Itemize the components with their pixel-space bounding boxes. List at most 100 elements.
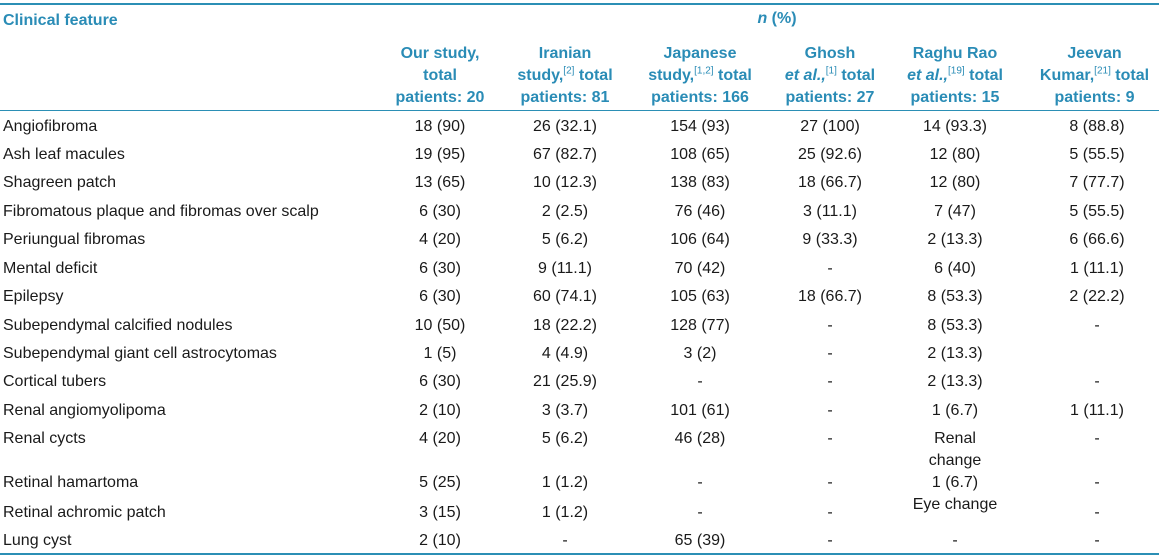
table-cell: 18 (22.2) bbox=[532, 317, 598, 334]
table-cell: 2 (22.2) bbox=[1069, 288, 1125, 305]
table-cell: 18 (90) bbox=[414, 118, 466, 135]
column-header-iranian: Iranian study,[2] total patients: 81 bbox=[517, 45, 613, 106]
row-feature-label: Periungual fibromas bbox=[3, 231, 146, 248]
top-rule bbox=[0, 3, 1159, 5]
table-cell: 25 (92.6) bbox=[797, 146, 863, 163]
column-header-japanese: Japanese study,[1,2] total patients: 166 bbox=[648, 45, 752, 106]
bottom-rule bbox=[0, 553, 1159, 555]
table-cell: 27 (100) bbox=[800, 118, 860, 135]
table-cell: 2 (10) bbox=[419, 532, 461, 549]
column-header-ghosh: Ghosh et al.,[1] total patients: 27 bbox=[784, 45, 876, 106]
table-cell: Renal bbox=[934, 430, 976, 447]
table-cell: - bbox=[827, 504, 833, 521]
table-cell: 4 (20) bbox=[419, 231, 461, 248]
row-feature-label: Retinal achromic patch bbox=[3, 504, 166, 521]
table-cell: - bbox=[827, 402, 833, 419]
table-cell: 19 (95) bbox=[414, 146, 466, 163]
table-cell: 4 (20) bbox=[419, 430, 461, 447]
table-cell: 5 (6.2) bbox=[541, 231, 589, 248]
table-cell: 7 (47) bbox=[934, 203, 976, 220]
table-cell: 6 (66.6) bbox=[1069, 231, 1125, 248]
table-cell: 8 (53.3) bbox=[927, 288, 983, 305]
table-cell: 106 (64) bbox=[670, 231, 730, 248]
table-cell: 26 (32.1) bbox=[532, 118, 598, 135]
table-cell: 12 (80) bbox=[929, 146, 981, 163]
column-header-our-study: Our study, total patients: 20 bbox=[395, 45, 485, 106]
row-feature-label: Renal angiomyolipoma bbox=[3, 402, 166, 419]
table-cell: 1 (11.1) bbox=[1070, 402, 1124, 419]
table-cell: 1 (11.1) bbox=[1070, 260, 1124, 277]
row-feature-label: Subependymal calcified nodules bbox=[3, 317, 233, 334]
row-feature-label: Ash leaf macules bbox=[3, 146, 125, 163]
table-cell: 5 (25) bbox=[419, 474, 461, 491]
table-cell: 8 (53.3) bbox=[927, 317, 983, 334]
table-cell: - bbox=[697, 373, 703, 390]
table-cell: 1 (5) bbox=[423, 345, 457, 362]
table-cell: 3 (15) bbox=[419, 504, 461, 521]
table-cell: 2 (10) bbox=[419, 402, 461, 419]
table-cell: 1 (1.2) bbox=[541, 504, 589, 521]
table-cell: 128 (77) bbox=[670, 317, 730, 334]
table-cell: 154 (93) bbox=[670, 118, 730, 135]
table-cell: - bbox=[1094, 532, 1100, 549]
table-cell: 12 (80) bbox=[929, 174, 981, 191]
table-cell: - bbox=[827, 345, 833, 362]
row-feature-label: Renal cycts bbox=[3, 430, 86, 447]
table-cell: 5 (6.2) bbox=[541, 430, 589, 447]
table-cell: 3 (11.1) bbox=[803, 203, 857, 220]
table-cell: 4 (4.9) bbox=[541, 345, 589, 362]
table-cell: - bbox=[1094, 474, 1100, 491]
table-cell: - bbox=[697, 474, 703, 491]
table-cell: 6 (30) bbox=[419, 203, 461, 220]
table-cell: 67 (82.7) bbox=[532, 146, 598, 163]
table-cell: 18 (66.7) bbox=[797, 174, 863, 191]
table-cell: - bbox=[562, 532, 568, 549]
table-cell: 3 (3.7) bbox=[541, 402, 589, 419]
table-cell: 5 (55.5) bbox=[1069, 203, 1125, 220]
table-cell: 6 (40) bbox=[934, 260, 976, 277]
table-cell: - bbox=[697, 504, 703, 521]
row-feature-label: Subependymal giant cell astrocytomas bbox=[3, 345, 277, 362]
row-feature-label: Shagreen patch bbox=[3, 174, 116, 191]
table-cell: Eye change bbox=[912, 496, 998, 513]
table-cell: 1 (1.2) bbox=[541, 474, 589, 491]
table-cell: - bbox=[827, 532, 833, 549]
column-header-raghu-rao: Raghu Rao et al.,[19] total patients: 15 bbox=[907, 45, 1003, 106]
table-cell: 138 (83) bbox=[670, 174, 730, 191]
table-cell: 70 (42) bbox=[674, 260, 726, 277]
table-cell: 2 (13.3) bbox=[927, 345, 983, 362]
table-cell: - bbox=[952, 532, 958, 549]
table-cell: 2 (2.5) bbox=[541, 203, 589, 220]
table-cell: - bbox=[827, 430, 833, 447]
column-header-jeevan-kumar: Jeevan Kumar,[21] total patients: 9 bbox=[1039, 45, 1150, 106]
row-feature-label: Epilepsy bbox=[3, 288, 64, 305]
table-cell: 13 (65) bbox=[414, 174, 466, 191]
table-cell: 101 (61) bbox=[670, 402, 730, 419]
table-cell: 21 (25.9) bbox=[532, 373, 598, 390]
table-cell: - bbox=[1094, 373, 1100, 390]
table-cell: 6 (30) bbox=[419, 288, 461, 305]
table-cell: - bbox=[1094, 504, 1100, 521]
table-cell: 1 (6.7) bbox=[931, 402, 979, 419]
table-cell: 10 (12.3) bbox=[532, 174, 598, 191]
table-cell: 108 (65) bbox=[670, 146, 730, 163]
table-cell: - bbox=[1094, 430, 1100, 447]
table-cell: - bbox=[827, 260, 833, 277]
row-feature-label: Lung cyst bbox=[3, 532, 72, 549]
table-cell: 2 (13.3) bbox=[927, 373, 983, 390]
row-feature-label: Mental deficit bbox=[3, 260, 98, 277]
table-cell: 3 (2) bbox=[683, 345, 717, 362]
header-rule bbox=[0, 110, 1159, 111]
table-cell: 6 (30) bbox=[419, 373, 461, 390]
table-cell: 2 (13.3) bbox=[927, 231, 983, 248]
table-cell: - bbox=[827, 373, 833, 390]
table-cell: - bbox=[827, 317, 833, 334]
table-cell: change bbox=[928, 452, 982, 469]
table-cell: 14 (93.3) bbox=[922, 118, 988, 135]
table-cell: - bbox=[827, 474, 833, 491]
table-cell: 1 (6.7) bbox=[931, 474, 979, 491]
table-cell: 76 (46) bbox=[674, 203, 726, 220]
table-cell: 18 (66.7) bbox=[797, 288, 863, 305]
corner-header: Clinical feature bbox=[3, 12, 118, 29]
table-cell: 9 (33.3) bbox=[802, 231, 858, 248]
